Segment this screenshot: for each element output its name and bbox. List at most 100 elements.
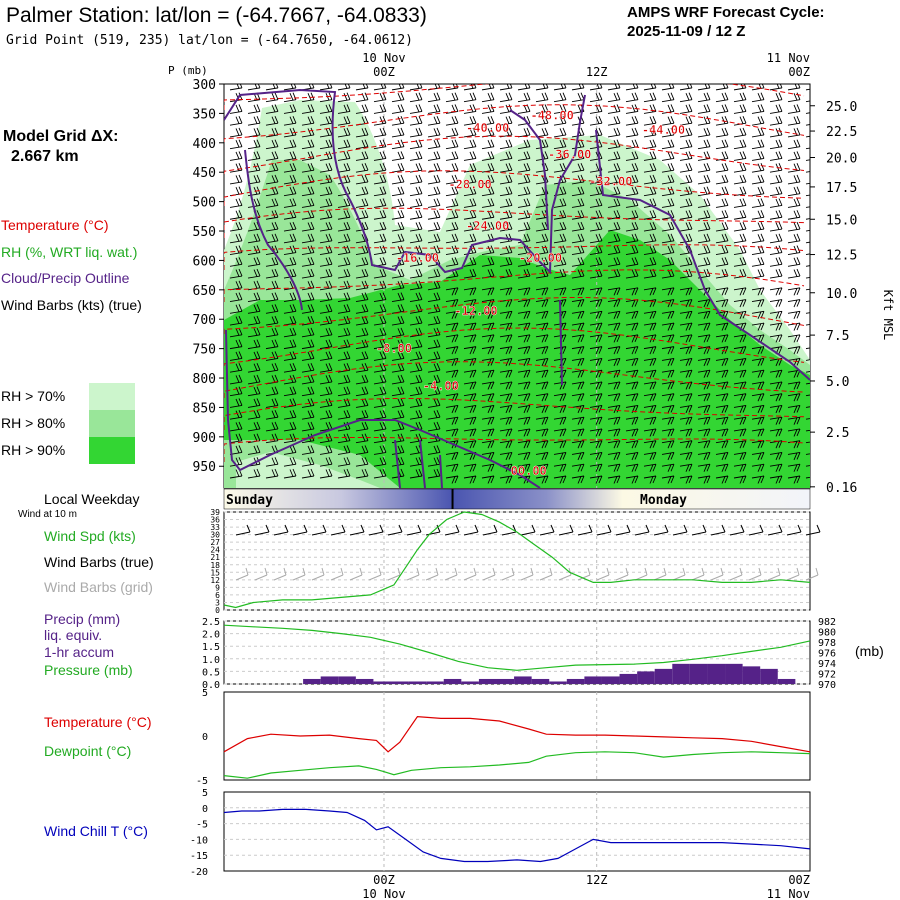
wind-barb bbox=[679, 393, 693, 402]
wind-barb bbox=[301, 186, 315, 197]
wind-barb bbox=[787, 115, 801, 126]
wind-barb bbox=[661, 440, 675, 449]
height-tick-label: 20.0 bbox=[826, 152, 857, 167]
wind-barb bbox=[679, 428, 693, 437]
wind-barb bbox=[391, 115, 405, 126]
wind-barb bbox=[283, 398, 297, 408]
wind-barb bbox=[787, 416, 801, 425]
windchill-panel-frame bbox=[223, 791, 811, 872]
wind-barb bbox=[679, 322, 693, 331]
wind-barb bbox=[715, 115, 729, 126]
isotherm-line bbox=[224, 296, 805, 334]
wind-barb bbox=[283, 151, 297, 161]
wind-barb bbox=[373, 315, 387, 326]
wind-barb bbox=[535, 440, 549, 449]
wind-barb bbox=[715, 322, 729, 331]
top-time-label: 00Z bbox=[788, 65, 810, 79]
wind-barb bbox=[337, 315, 351, 326]
wind-barb bbox=[481, 393, 495, 402]
isotherm-line bbox=[224, 327, 805, 366]
wind-barb bbox=[391, 186, 405, 197]
wind-barb bbox=[625, 393, 639, 402]
wind-barb bbox=[463, 416, 477, 425]
wind-barb bbox=[409, 233, 423, 244]
wind-barb bbox=[319, 292, 333, 303]
wind-barb bbox=[553, 393, 567, 402]
wind-barb bbox=[607, 416, 621, 425]
wind-barb bbox=[247, 398, 261, 408]
wind-barb bbox=[463, 440, 477, 449]
wind-barb bbox=[715, 139, 729, 150]
wind-barb bbox=[751, 287, 765, 296]
wind-barb bbox=[625, 245, 639, 255]
wind-barb bbox=[625, 221, 639, 232]
wind-barb bbox=[643, 84, 657, 91]
true-wind-barb bbox=[330, 524, 346, 536]
wind-barb bbox=[373, 398, 387, 408]
rh70-swatch bbox=[89, 383, 135, 410]
wind-barb bbox=[499, 428, 513, 437]
wind-barb bbox=[391, 139, 405, 150]
wind-barb bbox=[751, 299, 765, 308]
wind-barb bbox=[571, 357, 585, 367]
wind-barb bbox=[697, 210, 711, 220]
isotherm-label: 00.00 bbox=[511, 464, 547, 478]
wind-barb bbox=[481, 139, 495, 150]
precip-bar bbox=[549, 681, 567, 684]
bottom-date-label: 10 Nov bbox=[362, 887, 405, 900]
wind-barb bbox=[247, 115, 261, 126]
wind-barb bbox=[679, 127, 693, 138]
true-wind-barb bbox=[482, 524, 498, 536]
wind-barb bbox=[391, 127, 405, 138]
wind-barb bbox=[517, 84, 531, 91]
pressure-tick-label: 400 bbox=[193, 137, 216, 152]
wind-barb bbox=[265, 174, 279, 185]
wind-barb bbox=[787, 186, 801, 197]
precip-bar bbox=[426, 681, 444, 684]
wind-barb bbox=[715, 257, 729, 267]
wind-tick-label: 12 bbox=[210, 576, 220, 585]
wind-barb bbox=[265, 233, 279, 244]
wind-barb bbox=[301, 457, 315, 467]
true-wind-barb bbox=[805, 524, 821, 536]
wind-tick-label: 9 bbox=[215, 583, 220, 592]
wind-barb bbox=[751, 475, 765, 484]
wind-barb bbox=[607, 322, 621, 331]
precip-bar bbox=[601, 676, 620, 684]
wind-barb bbox=[337, 327, 351, 338]
true-wind-barb bbox=[615, 524, 631, 536]
true-wind-barb bbox=[634, 524, 650, 536]
wind-barb bbox=[697, 257, 711, 267]
wind-barb bbox=[805, 182, 810, 185]
wind-barb bbox=[301, 139, 315, 150]
wind-barb bbox=[265, 210, 279, 220]
wind-barb bbox=[319, 127, 333, 138]
wind-barb bbox=[409, 292, 423, 303]
pressure-tick-label: 450 bbox=[193, 166, 216, 181]
wind-barb bbox=[787, 92, 801, 103]
wind-tick-label: 30 bbox=[210, 531, 220, 540]
wind-barb bbox=[787, 139, 801, 150]
wind-barb bbox=[607, 115, 621, 126]
wind-barb bbox=[409, 315, 423, 326]
wind-barb bbox=[481, 221, 495, 232]
wind-barb bbox=[661, 257, 675, 267]
true-wind-barb bbox=[311, 524, 327, 536]
wind-barb bbox=[283, 304, 297, 314]
wind-barb bbox=[535, 322, 549, 331]
wind-barb bbox=[337, 104, 351, 114]
wind-barb bbox=[373, 374, 387, 385]
wind-barb bbox=[283, 139, 297, 150]
wind-barb bbox=[769, 115, 783, 126]
wind-barb bbox=[787, 310, 801, 320]
wind-barb bbox=[643, 322, 657, 331]
wind-barb bbox=[445, 139, 459, 150]
wind-barb bbox=[643, 257, 657, 267]
wind-barb bbox=[319, 186, 333, 197]
wind-barb bbox=[247, 374, 261, 385]
wind-tick-label: 21 bbox=[210, 553, 220, 562]
wind-barb bbox=[715, 221, 729, 232]
wind-barb bbox=[589, 452, 603, 461]
wind-barb bbox=[751, 452, 765, 461]
wind-barb bbox=[553, 440, 567, 449]
